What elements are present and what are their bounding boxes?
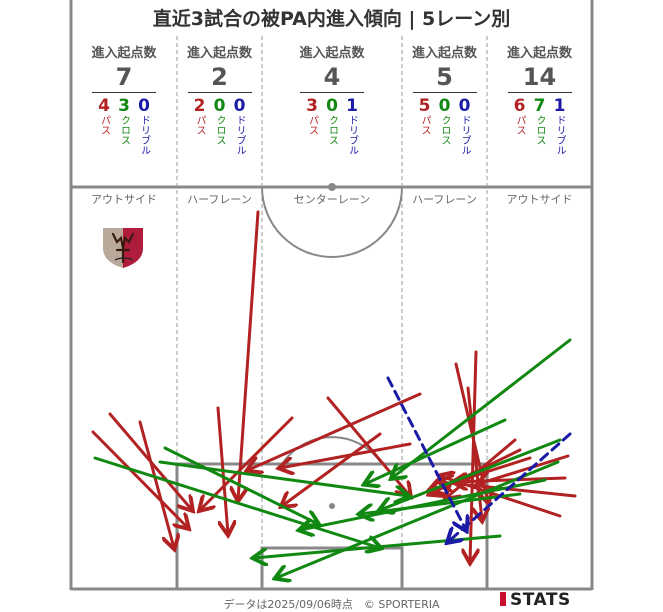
- lane-name-halfspace-right: ハーフレーン: [412, 193, 477, 206]
- lane-breakdown: 6 パス 7 クロス 1 ドリブル: [487, 97, 592, 155]
- cross-label: クロス: [118, 115, 130, 145]
- lane-total: 7: [92, 63, 156, 93]
- lane-header-outside-right: 進入起点数 14 6 パス 7 クロス 1 ドリブル: [487, 42, 592, 155]
- dribble-label: ドリブル: [346, 115, 358, 155]
- dribble-count: 1: [553, 96, 566, 116]
- pass-label: パス: [194, 115, 205, 135]
- lane-breakdown: 5 パス 0 クロス 0 ドリブル: [402, 97, 487, 155]
- chart-title: 直近3試合の被PA内進入傾向 | 5レーン別: [152, 8, 511, 30]
- pass-arrow: [280, 442, 412, 468]
- lane-name-halfspace-left: ハーフレーン: [187, 193, 252, 206]
- pass-label: パス: [306, 115, 318, 135]
- lane-header-outside-left: 進入起点数 7 4 パス 3 クロス 0 ドリブル: [71, 42, 177, 155]
- lane-total: 14: [507, 63, 572, 93]
- dribble-label: ドリブル: [554, 115, 565, 155]
- lane-name-outside-left: アウトサイド: [91, 193, 157, 206]
- cross-arrow: [365, 418, 507, 484]
- pass-label: パス: [514, 115, 525, 135]
- cross-arrow: [163, 446, 318, 524]
- cross-label: クロス: [439, 115, 450, 145]
- pass-count: 4: [98, 96, 110, 116]
- dribble-arrow: [386, 376, 466, 530]
- cross-count: 0: [213, 96, 226, 116]
- cross-count: 0: [326, 96, 338, 116]
- cross-arrow: [93, 456, 380, 548]
- dribble-label: ドリブル: [138, 115, 150, 155]
- lane-header-center: 進入起点数 4 3 パス 0 クロス 1 ドリブル: [262, 42, 402, 155]
- kashima-antlers-crest-icon: [103, 228, 143, 268]
- cross-count: 7: [533, 96, 546, 116]
- dribble-count: 1: [346, 96, 358, 116]
- cross-label: クロス: [534, 115, 545, 145]
- cross-arrow: [380, 438, 562, 510]
- dribble-arrow: [448, 432, 572, 542]
- cross-arrow: [392, 338, 572, 478]
- dribble-label: ドリブル: [459, 115, 470, 155]
- dribble-count: 0: [138, 96, 150, 116]
- lane-name-outside-right: アウトサイド: [506, 193, 573, 206]
- lane-total: 4: [300, 63, 364, 93]
- lane-breakdown: 4 パス 3 クロス 0 ドリブル: [71, 97, 177, 155]
- center-circle: [261, 186, 403, 258]
- cross-label: クロス: [326, 115, 338, 145]
- cross-arrow: [360, 492, 522, 514]
- brand-text: STATS: [510, 590, 571, 610]
- dribble-count: 0: [458, 96, 471, 116]
- lane-total: 5: [412, 63, 477, 93]
- brand-logo: STATS: [500, 590, 571, 610]
- pass-arrow: [238, 210, 260, 500]
- pass-arrow: [282, 432, 382, 506]
- pass-arrow: [91, 430, 188, 528]
- lane-header-label: 進入起点数: [186, 46, 252, 61]
- arrow-layer: [91, 210, 577, 578]
- lane-header-label: 進入起点数: [91, 46, 157, 61]
- brand-mark-icon: [500, 592, 506, 606]
- goal-area: [260, 546, 404, 589]
- cross-count: 3: [118, 96, 130, 116]
- lane-header-label: 進入起点数: [411, 46, 477, 61]
- pass-count: 2: [193, 96, 206, 116]
- pass-arrow: [470, 350, 476, 562]
- cross-label: クロス: [214, 115, 225, 145]
- dribble-label: ドリブル: [234, 115, 245, 155]
- footer-note: データは2025/09/06時点 © SPORTERIA: [223, 598, 440, 611]
- pass-count: 5: [418, 96, 431, 116]
- pass-label: パス: [98, 115, 110, 135]
- pass-arrow: [478, 454, 570, 484]
- cross-arrow: [300, 478, 547, 530]
- pass-count: 6: [513, 96, 526, 116]
- lane-header-halfspace-right: 進入起点数 5 5 パス 0 クロス 0 ドリブル: [402, 42, 487, 155]
- lane-total: 2: [187, 63, 252, 93]
- center-spot: [328, 183, 336, 191]
- lane-header-label: 進入起点数: [506, 46, 572, 61]
- lane-name-center: センターレーン: [293, 193, 371, 206]
- cross-count: 0: [438, 96, 451, 116]
- pass-label: パス: [419, 115, 430, 135]
- penalty-spot: [329, 503, 335, 509]
- pass-arrow: [454, 478, 567, 482]
- pass-arrow: [138, 420, 174, 548]
- dribble-count: 0: [233, 96, 246, 116]
- cross-arrow: [276, 460, 560, 578]
- lane-header-halfspace-left: 進入起点数 2 2 パス 0 クロス 0 ドリブル: [177, 42, 262, 155]
- lane-header-label: 進入起点数: [299, 46, 365, 61]
- lane-breakdown: 3 パス 0 クロス 1 ドリブル: [262, 97, 402, 155]
- pass-count: 3: [306, 96, 318, 116]
- lane-breakdown: 2 パス 0 クロス 0 ドリブル: [177, 97, 262, 155]
